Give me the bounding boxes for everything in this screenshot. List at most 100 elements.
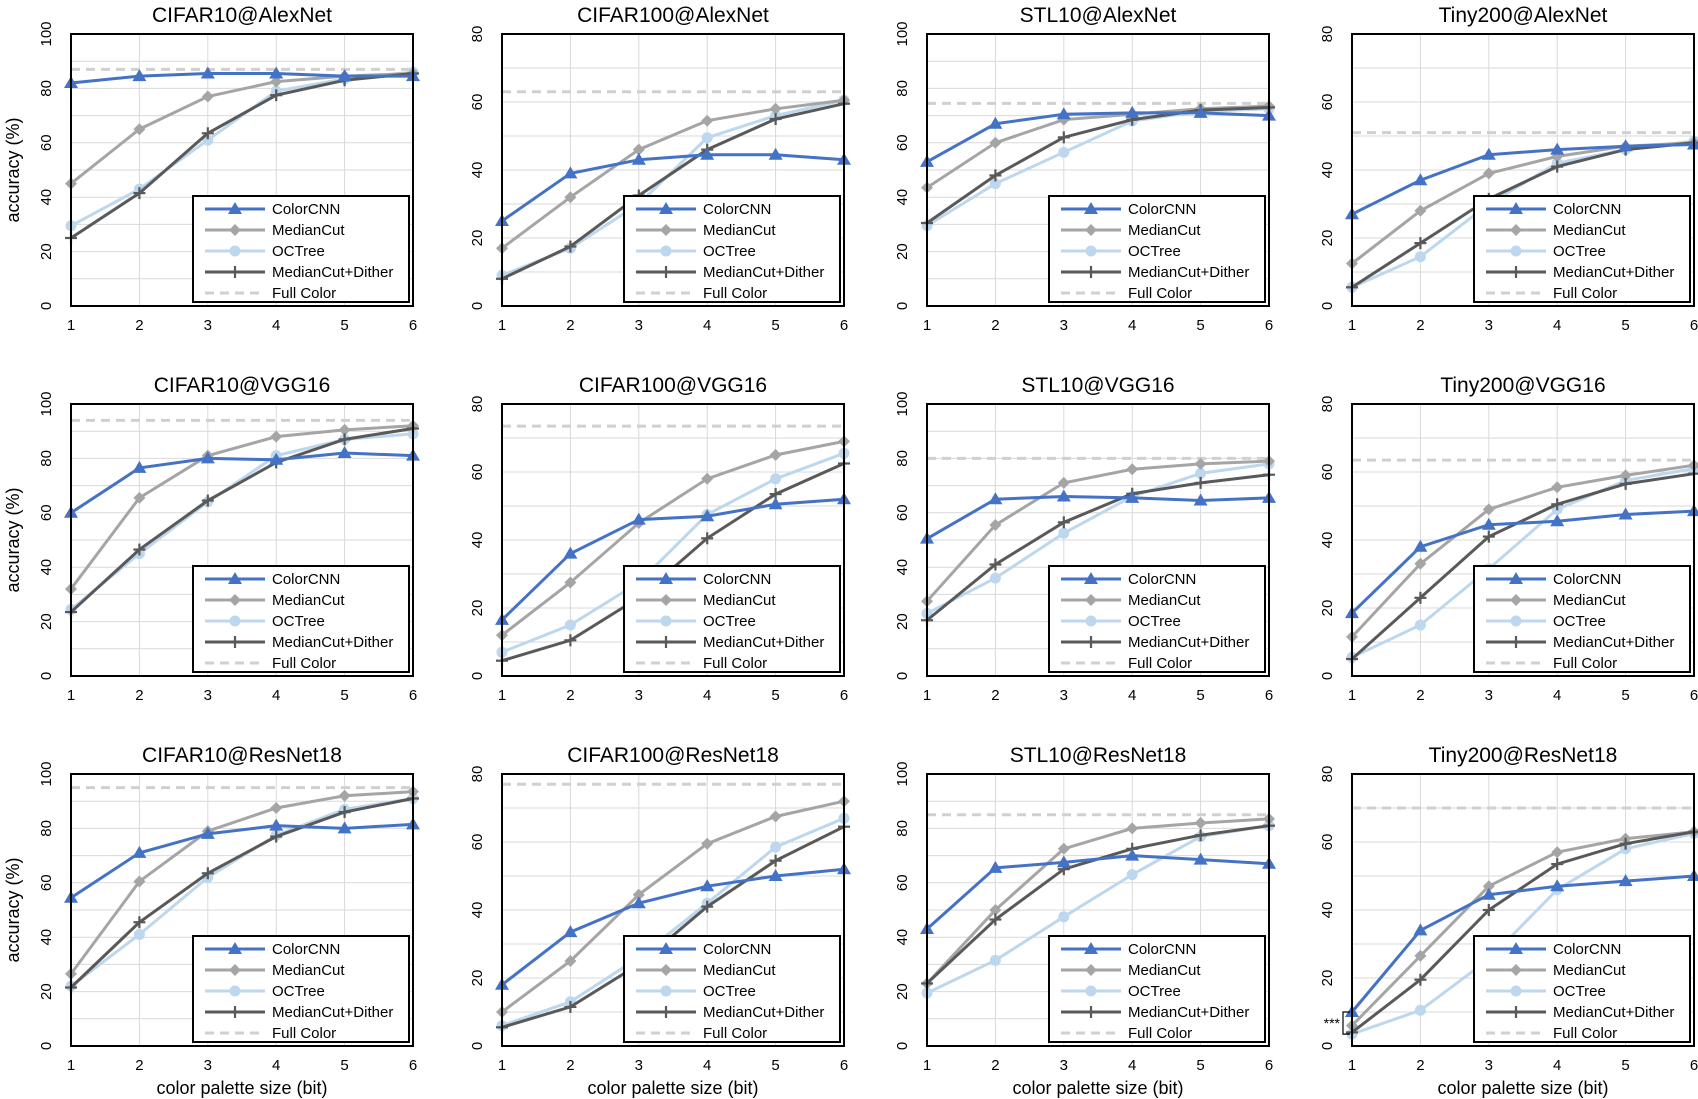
legend-marker: [1509, 572, 1523, 584]
point-colorcnn: [1056, 489, 1071, 502]
legend-label-mediancut-dither: MedianCut+Dither: [1553, 1004, 1674, 1021]
x-tick-label: 5: [1196, 687, 1204, 704]
point-colorcnn: [631, 512, 646, 525]
y-tick-label: 20: [38, 983, 55, 1000]
point-octree: [770, 473, 782, 485]
legend-label-full-color: Full Color: [1553, 655, 1617, 672]
point-mediancut: [338, 789, 351, 802]
series-line-mediancut-dither: [70, 71, 414, 240]
point-mediancut-dither: [270, 89, 283, 102]
y-axis-label: accuracy (%): [3, 117, 23, 222]
y-tick-label: 80: [894, 80, 911, 97]
significance-annotation: ***: [1324, 1015, 1341, 1031]
point-mediancut: [632, 888, 645, 901]
point-mediancut: [270, 430, 283, 443]
point-colorcnn: [1125, 490, 1140, 503]
point-colorcnn: [200, 826, 215, 839]
series-line-octree: [926, 462, 1270, 615]
y-tick-label: 80: [894, 450, 911, 467]
point-mediancut: [1551, 846, 1564, 859]
series-line-mediancut: [501, 799, 845, 1014]
series-line-colorcnn: [70, 451, 414, 515]
point-mediancut: [270, 75, 283, 88]
legend-label-colorcnn: ColorCNN: [1553, 941, 1621, 958]
legend-marker: [1510, 245, 1522, 257]
y-tick-label: 40: [38, 189, 55, 206]
legend-marker: [229, 594, 241, 606]
legend-label-octree: OCTree: [703, 983, 756, 1000]
series-line-mediancut: [69, 790, 414, 975]
point-colorcnn: [1618, 139, 1633, 152]
x-tick-label: 3: [1485, 687, 1493, 704]
y-tick-label: 40: [894, 189, 911, 206]
point-colorcnn: [700, 147, 715, 160]
y-tick-label: 80: [469, 766, 486, 783]
x-tick-label: 3: [1060, 1057, 1068, 1074]
series-line-mediancut-dither: [926, 105, 1270, 225]
legend-label-mediancut-dither: MedianCut+Dither: [703, 1004, 824, 1021]
legend-label-octree: OCTree: [1553, 983, 1606, 1000]
y-tick-label: 0: [469, 302, 486, 310]
legend-label-mediancut-dither: MedianCut+Dither: [272, 1004, 393, 1021]
y-tick-label: 80: [38, 450, 55, 467]
point-mediancut-dither: [1482, 904, 1495, 916]
chart-tiny200-vgg16: Tiny200@VGG16 0 20 40 60 80 1 2 3 4 5 6 ColorCNN Medi…: [1319, 374, 1698, 704]
point-mediancut-dither: [701, 900, 714, 913]
y-tick-label: 60: [38, 134, 55, 151]
point-mediancut-dither: [1482, 530, 1495, 543]
chart-stl10-alexnet: STL10@AlexNet 0 20 40 60 80 100 1 2 3 4 5 6 ColorCNN M…: [894, 4, 1276, 334]
point-colorcnn: [269, 818, 284, 831]
y-tick-label: 40: [469, 162, 486, 179]
chart-cifar10-resnet18: CIFAR10@ResNet18 0 20 40 60 80 100 1 2 3 4 5 6 accura…: [3, 744, 420, 1098]
legend-label-mediancut-dither: MedianCut+Dither: [272, 264, 393, 281]
x-tick-label: 1: [923, 1057, 931, 1074]
y-tick-label: 60: [894, 504, 911, 521]
legend-label-octree: OCTree: [272, 613, 325, 630]
plot-area-border: [926, 773, 1270, 1047]
legend-marker: [228, 942, 242, 954]
legend-marker: [1084, 942, 1098, 954]
legend-label-octree: OCTree: [272, 243, 325, 260]
y-tick-label: 80: [38, 80, 55, 97]
point-mediancut: [133, 491, 146, 504]
point-colorcnn: [1125, 105, 1140, 118]
point-colorcnn: [768, 147, 783, 160]
legend-label-colorcnn: ColorCNN: [272, 201, 340, 218]
legend-label-full-color: Full Color: [272, 655, 336, 672]
legend-marker: [1510, 594, 1522, 606]
legend-label-colorcnn: ColorCNN: [272, 941, 340, 958]
x-tick-label: 2: [566, 687, 574, 704]
x-axis-label: color palette size (bit): [1437, 1078, 1608, 1098]
point-mediancut: [1482, 503, 1495, 516]
point-colorcnn: [1481, 147, 1496, 160]
y-tick-label: 20: [469, 230, 486, 247]
point-mediancut-dither: [133, 187, 146, 200]
x-tick-label: 3: [1485, 1057, 1493, 1074]
series-line-octree: [1351, 832, 1695, 1036]
point-colorcnn: [1687, 137, 1698, 150]
point-mediancut: [989, 904, 1002, 916]
point-mediancut: [989, 136, 1002, 149]
x-tick-label: 6: [1690, 687, 1698, 704]
point-mediancut-dither: [1194, 829, 1207, 842]
y-tick-label: 0: [38, 302, 55, 310]
legend: ColorCNN MedianCut OCTree MedianCut+Dither F…: [1048, 195, 1266, 303]
point-colorcnn: [768, 497, 783, 510]
series-line-colorcnn: [926, 111, 1270, 164]
chart-cifar10-alexnet: CIFAR10@AlexNet 0 20 40 60 80 100 1 2 3 4 5 6 accurac…: [3, 4, 420, 334]
x-tick-label: 2: [1416, 1057, 1424, 1074]
y-tick-label: 100: [894, 21, 911, 46]
chart-title: STL10@ResNet18: [1010, 744, 1187, 767]
point-mediancut: [1126, 463, 1139, 476]
legend-label-colorcnn: ColorCNN: [1553, 571, 1621, 588]
point-colorcnn: [1481, 517, 1496, 530]
legend: ColorCNN MedianCut OCTree MedianCut+Dither F…: [623, 565, 841, 673]
legend-label-full-color: Full Color: [703, 285, 767, 302]
point-octree: [133, 928, 145, 940]
series-line-mediancut-dither: [69, 797, 414, 989]
x-tick-label: 5: [340, 687, 348, 704]
point-colorcnn: [132, 69, 147, 82]
x-tick-label: 5: [340, 1057, 348, 1074]
series-line-colorcnn: [1350, 509, 1695, 615]
x-tick-label: 2: [566, 1057, 574, 1074]
